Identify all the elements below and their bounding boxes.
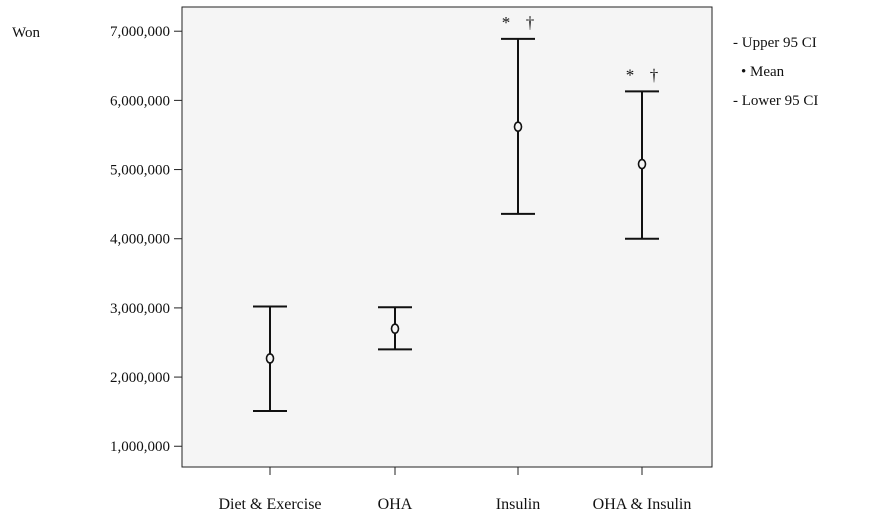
mean-point (390, 323, 400, 334)
legend: - Upper 95 CI • Mean - Lower 95 CI (733, 35, 818, 109)
y-tick-label: 1,000,000 (110, 439, 170, 455)
y-tick-label: 7,000,000 (110, 24, 170, 40)
mean-point (637, 158, 647, 170)
error-bars (253, 37, 659, 412)
y-tick-label: 5,000,000 (110, 163, 170, 179)
y-tick-label: 3,000,000 (110, 301, 170, 317)
legend-entry: - Lower 95 CI (733, 93, 818, 109)
category-label: OHA & Insulin (593, 496, 692, 513)
significance-mark: * (626, 65, 635, 84)
significance-marks: * † * † (502, 13, 659, 85)
mean-point (513, 121, 523, 132)
y-tick-label: 6,000,000 (110, 93, 170, 109)
y-unit-label: Won (12, 25, 40, 41)
y-axis: 1,000,000 2,000,000 3,000,000 4,000,000 5,00… (110, 24, 182, 455)
legend-entry: - Upper 95 CI (733, 35, 817, 51)
category-label: OHA (378, 496, 413, 513)
legend-entry: • Mean (741, 64, 785, 80)
y-tick-label: 4,000,000 (110, 232, 170, 248)
x-axis: Diet & Exercise OHA Insulin OHA & Insulin (218, 467, 691, 513)
significance-mark: * (502, 13, 511, 32)
y-tick-label: 2,000,000 (110, 370, 170, 386)
significance-mark: † (650, 65, 659, 84)
category-label: Insulin (496, 496, 540, 513)
mean-point (265, 353, 275, 364)
significance-mark: † (526, 13, 535, 32)
category-label: Diet & Exercise (218, 496, 321, 513)
